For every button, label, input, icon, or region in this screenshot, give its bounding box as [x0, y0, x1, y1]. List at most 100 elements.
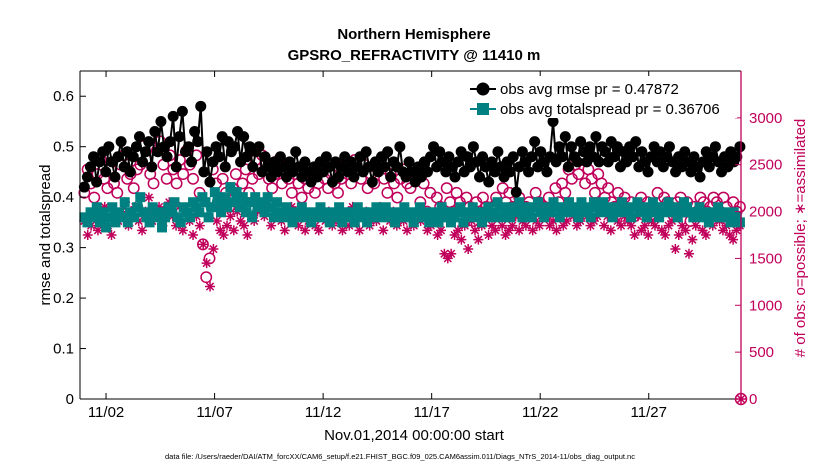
obs-assimilated-point — [680, 225, 691, 236]
rmse-point — [559, 131, 571, 143]
spread-point — [265, 202, 276, 213]
spread-point — [567, 207, 578, 218]
rmse-point — [137, 156, 149, 168]
rmse-point — [679, 146, 691, 158]
rmse-point — [510, 186, 522, 198]
obs-assimilated-point — [670, 244, 681, 255]
obs-possible-point — [236, 177, 249, 190]
rmse-point — [443, 151, 455, 163]
spread-point — [480, 207, 491, 218]
obs-possible-point — [127, 182, 140, 195]
rmse-point — [731, 151, 743, 163]
rmse-point — [562, 161, 574, 173]
spread-point — [523, 207, 534, 218]
spread-point — [405, 212, 416, 223]
spread-point — [647, 197, 658, 208]
rmse-point — [127, 151, 139, 163]
spread-point — [132, 202, 143, 213]
spread-point — [271, 197, 282, 208]
rmse-point — [529, 136, 541, 148]
spread-point — [455, 202, 466, 213]
spread-point — [169, 197, 180, 208]
spread-point — [582, 202, 593, 213]
spread-point — [172, 212, 183, 223]
spread-point — [430, 207, 441, 218]
y-right-tick-label: 1000 — [749, 297, 782, 314]
obs-assimilated-point — [235, 215, 246, 226]
rmse-point — [565, 141, 577, 153]
rmse-point — [130, 141, 142, 153]
spread-point — [663, 197, 674, 208]
spread-point — [691, 207, 702, 218]
spread-point — [557, 207, 568, 218]
rmse-point — [608, 151, 620, 163]
spread-point — [616, 197, 627, 208]
obs-assimilated-point — [520, 220, 531, 231]
rmse-point — [81, 171, 93, 183]
spread-point — [219, 192, 230, 203]
spread-point — [722, 212, 733, 223]
rmse-point — [146, 161, 158, 173]
spread-point — [374, 207, 385, 218]
y-right-tick-label: 3000 — [749, 110, 782, 127]
spread-point — [240, 207, 251, 218]
spread-point — [508, 202, 519, 213]
spread-point — [119, 197, 130, 208]
obs-assimilated-point — [544, 220, 555, 231]
spread-point — [433, 217, 444, 228]
obs-assimilated-point — [551, 225, 562, 236]
rmse-point — [274, 151, 286, 163]
obs-assimilated-point — [164, 197, 175, 208]
spread-point — [79, 212, 90, 223]
legend-rmse-label: obs avg rmse pr = 0.47872 — [500, 81, 679, 98]
rmse-point — [100, 166, 112, 178]
rmse-point — [201, 146, 213, 158]
x-tick-label: 11/27 — [631, 404, 667, 421]
rmse-point — [195, 100, 207, 112]
spread-point — [638, 202, 649, 213]
obs-assimilated-point — [279, 225, 290, 236]
obs-assimilated-point — [198, 239, 209, 250]
obs-assimilated-point — [673, 230, 684, 240]
rmse-point — [109, 171, 121, 183]
rmse-point — [382, 146, 394, 158]
x-tick-label: 11/12 — [305, 404, 341, 421]
obs-assimilated-point — [534, 220, 545, 231]
spread-point — [703, 217, 714, 228]
zero-count-asterisk — [736, 394, 746, 404]
rmse-point — [553, 141, 565, 153]
spread-point — [427, 212, 438, 223]
obs-assimilated-point — [690, 220, 701, 231]
obs-assimilated-point — [99, 201, 110, 212]
spread-point — [734, 217, 745, 228]
rmse-point — [192, 136, 204, 148]
rmse-point — [149, 126, 161, 138]
spread-point — [209, 187, 220, 198]
footer-data-file: data file: /Users/raeder/DAI/ATM_forcXX/… — [165, 452, 635, 461]
rmse-point — [734, 141, 746, 153]
spread-point — [309, 207, 320, 218]
obs-assimilated-point — [422, 225, 433, 236]
rmse-point — [504, 166, 516, 178]
obs-assimilated-point — [558, 220, 569, 231]
spread-point — [685, 207, 696, 218]
obs-assimilated-point — [452, 225, 463, 236]
spread-point — [654, 212, 665, 223]
rmse-point — [584, 141, 596, 153]
obs-assimilated-point — [436, 225, 446, 236]
obs-assimilated-point — [188, 230, 199, 240]
spread-point — [445, 217, 456, 228]
spread-point — [492, 197, 503, 208]
spread-point — [122, 217, 133, 228]
obs-assimilated-point — [666, 215, 677, 226]
obs-possible-point — [147, 177, 160, 190]
spread-point — [212, 197, 223, 208]
rmse-point — [688, 151, 700, 163]
rmse-point — [556, 151, 568, 163]
spread-point — [234, 202, 245, 213]
obs-assimilated-point — [354, 225, 365, 236]
rmse-point — [94, 156, 106, 168]
obs-assimilated-point — [211, 215, 222, 226]
spread-point — [477, 217, 488, 228]
